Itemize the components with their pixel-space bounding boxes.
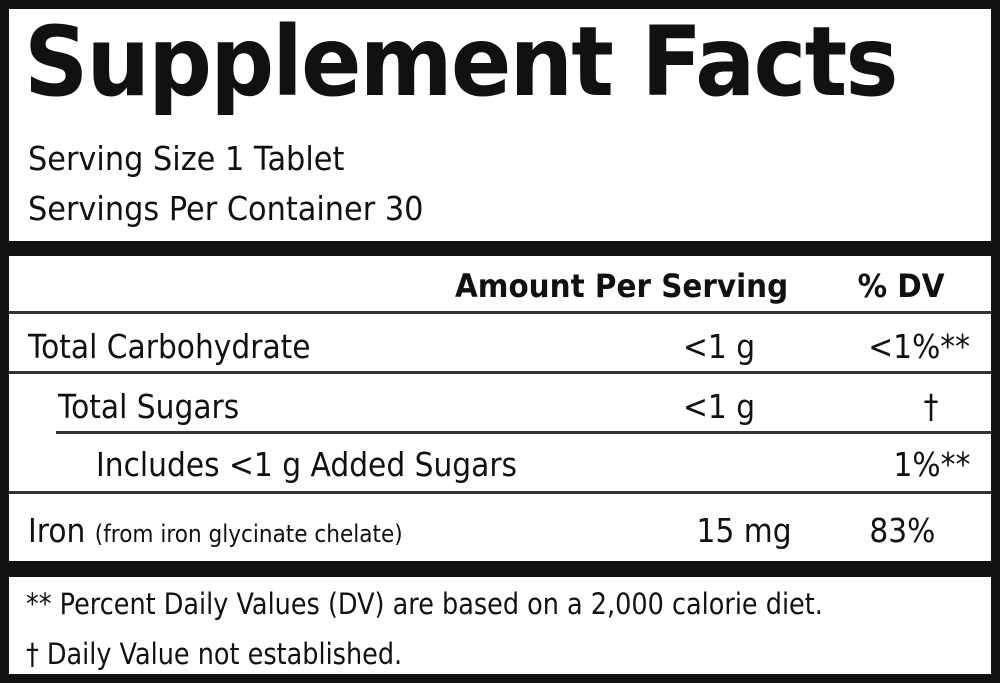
nutrient-dv: 1%** [893, 445, 970, 484]
dv-header: % DV [858, 267, 945, 305]
footnote: † Daily Value not established. [26, 637, 403, 671]
divider [9, 371, 991, 374]
amount-per-serving-header: Amount Per Serving [454, 267, 788, 305]
nutrient-dv: † [923, 387, 938, 426]
nutrient-amount: <1 g [682, 327, 755, 366]
label-title: Supplement Facts [24, 6, 899, 118]
nutrient-name: Total Carbohydrate [28, 327, 311, 366]
nutrient-amount: <1 g [682, 387, 755, 426]
nutrient-dv: <1%** [868, 327, 970, 366]
serving-size: Serving Size 1 Tablet [28, 139, 345, 178]
nutrient-source: (from iron glycinate chelate) [94, 520, 403, 548]
nutrient-name: Includes <1 g Added Sugars [96, 445, 518, 484]
nutrient-name: Iron [28, 511, 86, 550]
thick-divider [9, 241, 991, 256]
footnote: ** Percent Daily Values (DV) are based o… [26, 587, 823, 621]
divider [56, 431, 991, 434]
divider [9, 491, 991, 494]
nutrient-name: Total Sugars [58, 387, 240, 426]
servings-per-container: Servings Per Container 30 [28, 189, 424, 228]
nutrient-amount: 15 mg [696, 511, 792, 550]
nutrient-dv: 83% [868, 511, 935, 550]
nutrient-name-line: Iron (from iron glycinate chelate) [28, 514, 403, 547]
thick-divider [9, 561, 991, 577]
divider [9, 311, 991, 314]
